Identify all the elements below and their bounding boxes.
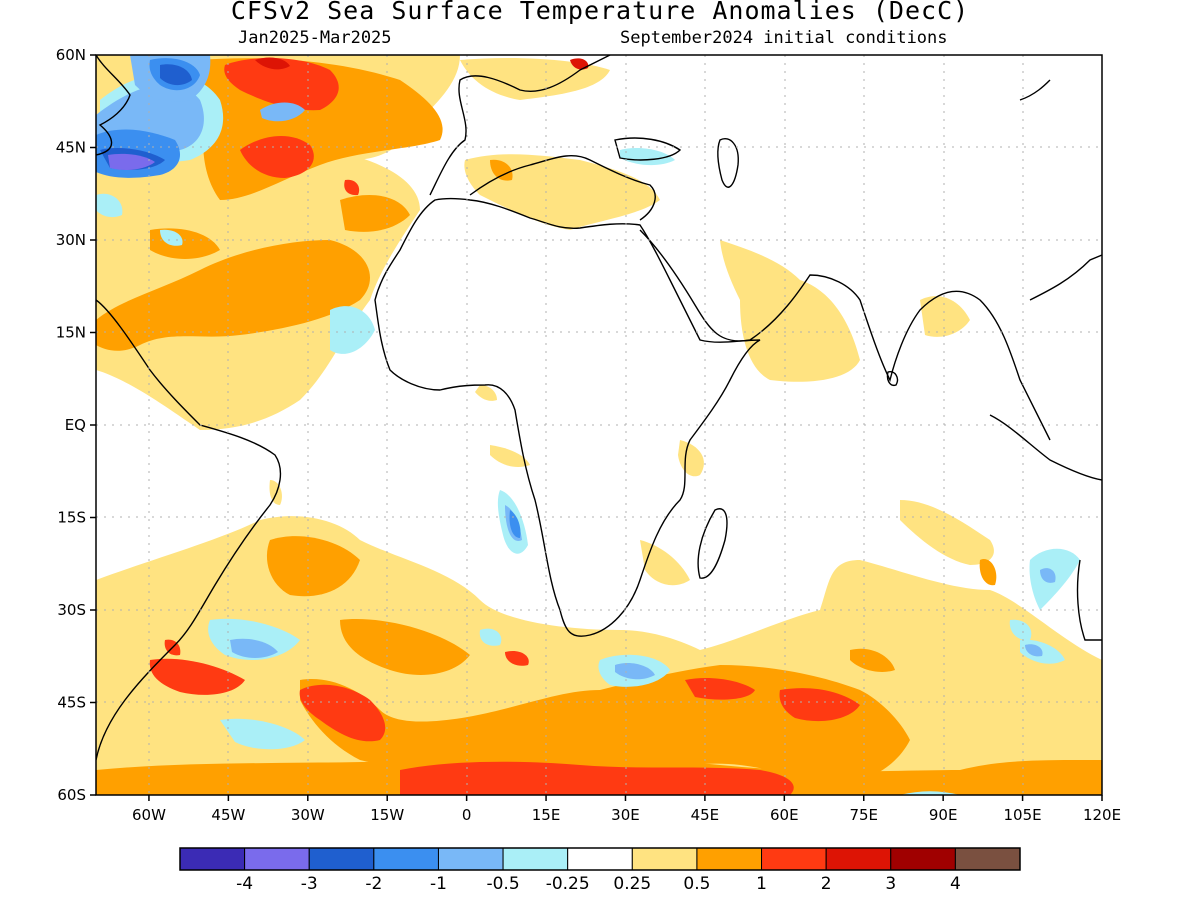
- x-tick-label: 105E: [1004, 806, 1042, 824]
- mediterranean-coast: [469, 155, 656, 221]
- colorbar-label: -2: [365, 874, 382, 894]
- colorbar-label: -1: [430, 874, 447, 894]
- x-tick-label: 75E: [849, 806, 878, 824]
- east-asia-coast: [1029, 254, 1102, 301]
- colorbar-swatch: [308, 847, 375, 871]
- europe-coast: [429, 55, 611, 196]
- africa-coast: [374, 197, 761, 637]
- y-tick-label: 60N: [56, 46, 86, 64]
- colorbar-label: 2: [821, 874, 832, 894]
- arabia-india-coast: [639, 229, 1051, 441]
- black-sea-coast: [614, 137, 682, 161]
- forecast-period: Jan2025-Mar2025: [238, 28, 392, 48]
- colorbar-swatch: [567, 847, 633, 871]
- x-tick-label: 15W: [370, 806, 404, 824]
- sri-lanka-coast: [886, 371, 899, 387]
- colorbar-label: -0.25: [546, 874, 590, 894]
- anomaly-fill-strong: [149, 58, 860, 795]
- colorbar-swatch: [502, 847, 569, 871]
- colorbar-swatch: [631, 847, 698, 871]
- colorbar-label: 0.25: [613, 874, 651, 894]
- initial-conditions: September2024 initial conditions: [620, 28, 948, 48]
- y-tick-label: 30N: [56, 231, 86, 249]
- x-tick-label: 60E: [770, 806, 799, 824]
- colorbar-swatch: [696, 847, 763, 871]
- madagascar-coast: [697, 508, 728, 579]
- colorbar-swatch: [954, 847, 1021, 871]
- y-tick-label: 30S: [57, 601, 86, 619]
- north-america-coast: [96, 55, 131, 156]
- x-tick-label: 0: [462, 806, 472, 824]
- y-tick-label: 15N: [56, 324, 86, 342]
- y-tick-label: 45N: [56, 139, 86, 157]
- colorbar-label: 1: [756, 874, 767, 894]
- colorbar-swatch: [437, 847, 504, 871]
- x-tick-label: 30W: [291, 806, 325, 824]
- x-tick-label: 15E: [532, 806, 561, 824]
- colorbar: -4 -3 -2 -1 -0.5 -0.25 0.25 0.5 1 2 3 4: [179, 847, 1021, 894]
- x-tick-label: 30E: [611, 806, 640, 824]
- colorbar-swatch: [825, 847, 892, 871]
- colorbar-swatch: [179, 847, 246, 871]
- colorbar-frame: [179, 847, 1021, 871]
- colorbar-label: 4: [950, 874, 961, 894]
- y-tick-label: 60S: [57, 786, 86, 804]
- y-tick-label: EQ: [65, 416, 86, 434]
- indonesia-coast: [989, 414, 1102, 481]
- colorbar-label: -4: [236, 874, 253, 894]
- map-axes: 60W 45W 30W 15W 0 15E 30E 45E 60E 75E 90E 105E 120E 6…: [56, 46, 1121, 824]
- x-tick-label: 45E: [691, 806, 720, 824]
- colorbar-swatch: [890, 847, 956, 871]
- lat-lon-grid: [96, 55, 1102, 795]
- colorbar-label: -3: [301, 874, 318, 894]
- caspian-coast: [717, 138, 739, 188]
- anomaly-fill-very-strong: [255, 57, 589, 70]
- south-america-coast: [96, 299, 282, 761]
- colorbar-swatch: [761, 847, 827, 871]
- colorbar-swatch: [244, 847, 310, 871]
- australia-coast: [1076, 559, 1102, 641]
- japan-coast: [1019, 79, 1051, 101]
- x-tick-label: 45W: [211, 806, 245, 824]
- x-tick-label: 60W: [132, 806, 166, 824]
- colorbar-label: -0.5: [486, 874, 519, 894]
- colorbar-label: 0.5: [683, 874, 710, 894]
- map-title: CFSv2 Sea Surface Temperature Anomalies …: [230, 0, 970, 25]
- colorbar-swatch: [373, 847, 439, 871]
- colorbar-label: 3: [885, 874, 896, 894]
- anomaly-field: [96, 55, 1102, 795]
- coastlines: [96, 55, 1102, 761]
- anomaly-fill-cool-extreme: [108, 153, 155, 170]
- y-tick-label: 15S: [57, 509, 86, 527]
- x-tick-label: 120E: [1083, 806, 1121, 824]
- x-tick-label: 90E: [929, 806, 958, 824]
- y-tick-label: 45S: [57, 694, 86, 712]
